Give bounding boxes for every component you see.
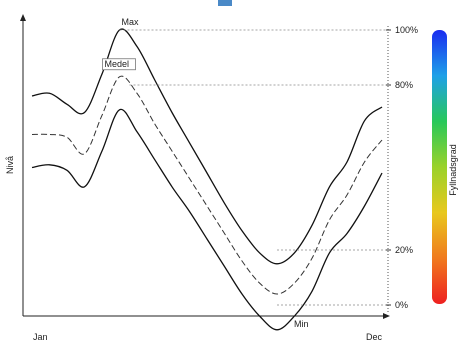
right-scale-label: 20% [395, 245, 413, 255]
y-axis-arrow [20, 14, 26, 21]
y-axis-title: Nivå [5, 156, 15, 174]
series-label-min: Min [294, 319, 309, 329]
series-label-medel: Medel [105, 59, 130, 69]
colorbar-label: Fyllnadsgrad [448, 144, 458, 196]
series-line-min [32, 109, 382, 329]
x-axis-arrow [383, 313, 390, 319]
right-scale-label: 100% [395, 25, 418, 35]
series-line-max [32, 29, 382, 264]
fill-level-colorbar [432, 30, 447, 304]
series-label-max: Max [122, 17, 140, 27]
x-tick-label: Jan [33, 332, 48, 342]
series-line-medel [32, 76, 382, 294]
right-scale-label: 80% [395, 80, 413, 90]
x-tick-label: Dec [366, 332, 383, 342]
right-scale-label: 0% [395, 300, 408, 310]
